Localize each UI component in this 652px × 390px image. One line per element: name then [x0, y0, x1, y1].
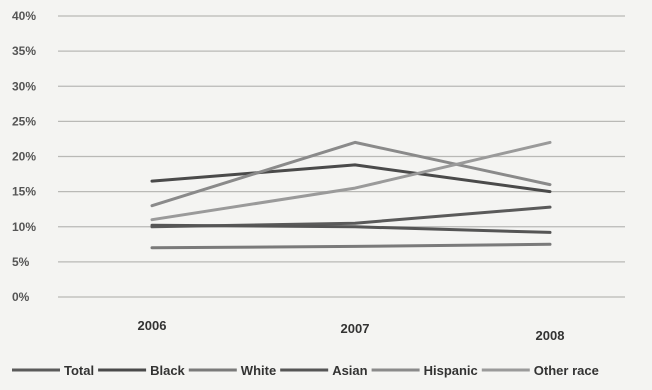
x-tick-label: 2007 [341, 321, 370, 336]
legend-label: Asian [332, 363, 367, 378]
y-tick-label: 35% [12, 44, 36, 58]
legend-label: Total [64, 363, 94, 378]
y-tick-label: 30% [12, 79, 36, 93]
x-axis-categories: 2006 2007 2008 [138, 318, 565, 343]
series-line [152, 142, 550, 219]
series-line [152, 244, 550, 248]
y-axis-ticks: 0% 5% 10% 15% 20% 25% 30% 35% 40% [12, 9, 36, 304]
legend-label: Black [150, 363, 185, 378]
series-lines [152, 142, 550, 247]
y-tick-label: 5% [12, 255, 30, 269]
legend-label: White [241, 363, 276, 378]
y-tick-label: 10% [12, 220, 36, 234]
y-tick-label: 40% [12, 9, 36, 23]
y-tick-label: 15% [12, 185, 36, 199]
y-tick-label: 25% [12, 114, 36, 128]
legend: Total Black White Asian Hispanic Other race [12, 363, 599, 378]
x-tick-label: 2006 [138, 318, 167, 333]
series-line [152, 142, 550, 205]
y-tick-label: 20% [12, 150, 36, 164]
grid [58, 16, 625, 297]
legend-label: Other race [534, 363, 599, 378]
x-tick-label: 2008 [536, 328, 565, 343]
y-tick-label: 0% [12, 290, 30, 304]
legend-label: Hispanic [424, 363, 478, 378]
